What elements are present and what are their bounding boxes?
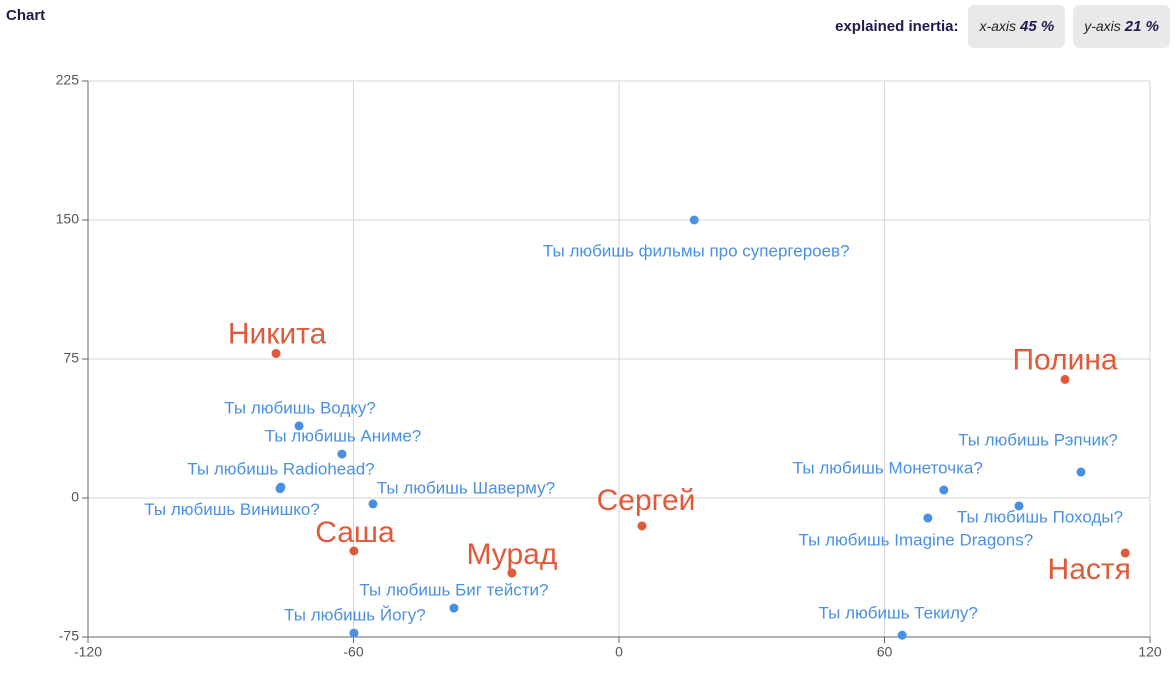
chip-axis: y-axis xyxy=(1084,18,1121,34)
inertia-panel: explained inertia: x-axis 45 % y-axis 21 % xyxy=(835,5,1170,48)
x-tick-label: 120 xyxy=(1138,644,1162,660)
point xyxy=(689,215,699,225)
point-label: Мурад xyxy=(466,538,557,571)
point-label: Ты любишь Аниме? xyxy=(265,427,422,446)
point xyxy=(897,630,907,640)
point xyxy=(923,513,933,523)
point-label: Ты любишь Походы? xyxy=(957,507,1123,526)
point-label: Настя xyxy=(1048,553,1131,586)
point xyxy=(271,348,281,358)
chart-title: Chart xyxy=(6,7,46,24)
point-label: Ты любишь Биг тейсти? xyxy=(359,581,548,600)
point xyxy=(1014,501,1024,511)
point-label: Ты любишь Водку? xyxy=(224,398,376,417)
point-label: Ты любишь Монеточка? xyxy=(793,459,983,478)
point-label: Сергей xyxy=(597,484,696,517)
point xyxy=(1076,467,1086,477)
point-label: Ты любишь Шаверму? xyxy=(377,478,555,497)
point-label: Ты любишь Текилу? xyxy=(818,604,977,623)
x-tick-label: 0 xyxy=(615,644,623,660)
y-tick-label: 150 xyxy=(56,211,80,227)
point xyxy=(449,603,459,613)
y-chip: y-axis 21 % xyxy=(1073,5,1170,48)
point xyxy=(1060,374,1070,384)
point-label: Ты любишь Radiohead? xyxy=(187,460,374,479)
point-label: Ты любишь Рэпчик? xyxy=(958,431,1118,450)
point-label: Полина xyxy=(1012,343,1117,376)
x-chip: x-axis 45 % xyxy=(968,5,1066,48)
point-label: Саша xyxy=(315,516,395,549)
point xyxy=(294,421,304,431)
point-label: Никита xyxy=(228,317,327,350)
point-label: Ты любишь фильмы про супергероев? xyxy=(543,241,850,260)
point-label: Ты любишь Imagine Dragons? xyxy=(799,531,1034,550)
point-label: Ты любишь Йогу? xyxy=(284,606,426,625)
chip-value: 21 % xyxy=(1124,18,1159,35)
inertia-label: explained inertia: xyxy=(835,18,959,35)
point xyxy=(349,546,359,556)
chip-value: 45 % xyxy=(1020,18,1055,35)
point-label: Ты любишь Винишко? xyxy=(144,500,320,519)
point xyxy=(368,499,378,509)
point xyxy=(637,521,647,531)
y-tick-label: -75 xyxy=(59,628,79,644)
point xyxy=(1120,548,1130,558)
x-tick-label: 60 xyxy=(877,644,893,660)
point xyxy=(507,568,517,578)
y-tick-label: 0 xyxy=(71,489,79,505)
point xyxy=(275,484,285,494)
y-tick-label: 75 xyxy=(63,350,79,366)
point xyxy=(939,485,949,495)
chip-axis: x-axis xyxy=(979,18,1017,34)
point xyxy=(349,628,359,638)
x-tick-label: -60 xyxy=(343,644,363,660)
x-tick-label: -120 xyxy=(74,644,102,660)
y-tick-label: 225 xyxy=(56,72,80,88)
point xyxy=(337,449,347,459)
